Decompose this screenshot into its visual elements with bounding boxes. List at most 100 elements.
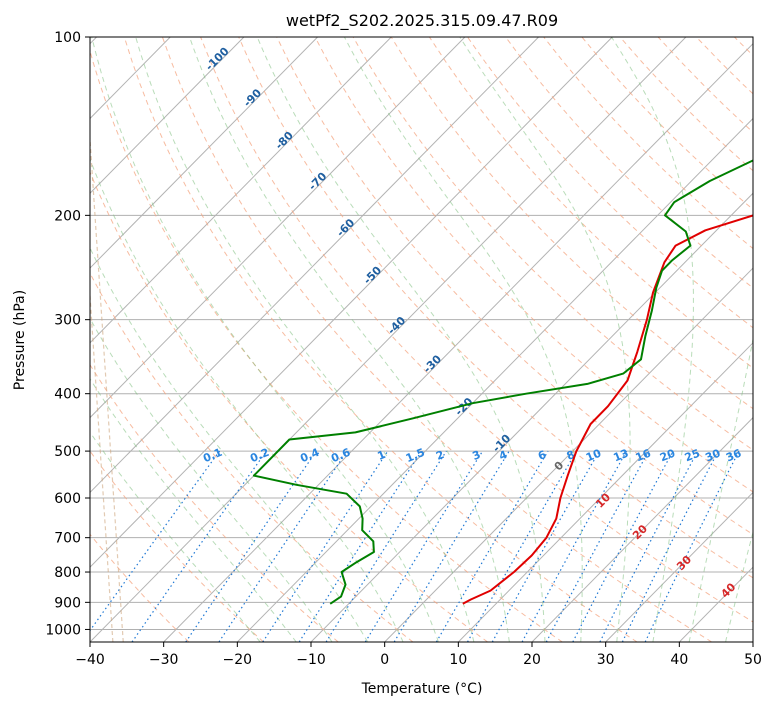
mixing-ratio-line [218, 450, 348, 642]
y-tick-label: 500 [54, 444, 81, 460]
isotherm-line [90, 37, 613, 568]
isotherm-label: -30 [421, 352, 444, 375]
mixing-ratio-label: 16 [634, 446, 653, 464]
isotherm-label: -80 [273, 129, 296, 152]
dry-adiabat-line [314, 37, 753, 493]
y-tick-label: 100 [54, 30, 81, 46]
mixing-ratio-line [599, 450, 699, 642]
dry-adiabat-line [352, 37, 753, 451]
moist-adiabat-line [90, 431, 261, 642]
isotherm-line [531, 416, 753, 642]
dry-adiabat-line [90, 49, 563, 642]
x-tick-label: 0 [380, 652, 389, 668]
mixing-ratio-line [298, 450, 423, 642]
isotherm-line [90, 37, 466, 419]
isotherm-label: -60 [334, 216, 357, 239]
mixing-ratio-label: 20 [658, 446, 677, 464]
y-tick-label: 900 [54, 595, 81, 611]
x-tick-label: 50 [744, 652, 762, 668]
mixing-ratio-line [521, 450, 628, 642]
moist-adiabat-label: 10 [593, 490, 613, 510]
isotherm-line [678, 566, 753, 642]
isotherm-line [457, 342, 753, 642]
dry-adiabat-line [734, 37, 753, 57]
mixing-ratio-label: 36 [724, 446, 743, 464]
mixing-ratio-line [393, 450, 510, 642]
x-tick-label: 20 [523, 652, 541, 668]
x-tick-label: 40 [670, 652, 688, 668]
dry-adiabat-line [428, 37, 753, 369]
x-tick-label: −30 [149, 652, 179, 668]
mixing-ratio-label: 10 [584, 446, 603, 464]
dry-adiabat-line [200, 37, 753, 623]
moist-adiabat-line [91, 37, 439, 642]
mixing-ratio-line [491, 450, 600, 642]
moist-adiabat-line [256, 37, 546, 642]
isotherm-line [236, 117, 753, 642]
y-tick-label: 800 [54, 565, 81, 581]
dry-adiabat-line [161, 37, 712, 642]
mixing-ratio-line [262, 450, 389, 642]
mixing-ratio-label: 30 [703, 446, 722, 464]
mixing-ratio-line [131, 450, 267, 642]
isotherm-line [90, 37, 392, 344]
chart-title: wetPf2_S202.2025.315.09.47.R09 [286, 11, 558, 31]
mixing-ratio-label: 0.4 [298, 446, 321, 465]
moist-adiabat-line [90, 157, 404, 642]
dry-adiabat-line [123, 37, 638, 642]
isotherm-line [605, 491, 753, 642]
plot-frame [89, 36, 754, 643]
x-tick-label: −10 [296, 652, 326, 668]
isotherm-line [163, 42, 753, 642]
moist-adiabat-line [90, 377, 297, 642]
mixing-ratio-label: 1 [375, 448, 387, 463]
moist-adiabat-line [90, 317, 333, 642]
mixing-ratio-label: 3 [470, 448, 482, 463]
mixing-ratio-label: 2 [434, 448, 446, 463]
mixing-ratio-line [325, 450, 447, 642]
x-tick-label: −40 [75, 652, 105, 668]
moist-adiabat-line [611, 37, 694, 642]
temperature-profile-line [462, 214, 753, 605]
moist-adiabat-line [90, 246, 369, 642]
mixing-ratio-line [621, 450, 719, 642]
y-tick-label: 400 [54, 387, 81, 403]
dry-adiabat-line [581, 37, 753, 211]
dry-adiabat-line [90, 272, 414, 642]
dry-adiabat-line [90, 533, 190, 642]
x-tick-label: −20 [223, 652, 253, 668]
moist-adiabat-line [688, 336, 753, 642]
mixing-ratio-label: 8 [565, 448, 577, 463]
isotherm-line [90, 37, 539, 494]
mixing-ratio-line [644, 450, 740, 642]
isotherm-line [384, 267, 753, 642]
isotherm-label: -70 [306, 170, 329, 193]
moist-adiabat-line [459, 37, 631, 642]
y-tick-label: 700 [54, 531, 81, 547]
isotherm-label: -50 [361, 264, 384, 287]
mixing-ratio-line [364, 450, 484, 642]
y-tick-label: 600 [54, 491, 81, 507]
moist-adiabat-line [725, 530, 753, 642]
isotherm-label: -40 [385, 314, 408, 337]
mixing-ratio-line [545, 450, 650, 642]
isotherm-line [752, 641, 753, 642]
dry-adiabat-line [619, 37, 753, 172]
mixing-ratio-label: 4 [497, 448, 509, 463]
mixing-ratio-label: 1.5 [404, 446, 427, 465]
x-tick-label: 10 [449, 652, 467, 668]
isotherm-label: -90 [241, 86, 264, 109]
isotherm-label: -100 [203, 44, 232, 73]
moist-adiabat-line [343, 37, 583, 642]
dry-adiabat-line [467, 37, 753, 329]
dry-adiabat-line [90, 450, 264, 642]
x-axis-label: Temperature (°C) [361, 681, 483, 697]
mixing-ratio-line [185, 450, 317, 642]
dry-adiabat-line [657, 37, 753, 133]
dry-adiabat-line [276, 37, 753, 536]
mixing-ratio-label: 0.6 [329, 446, 352, 465]
x-tick-label: 30 [597, 652, 615, 668]
isotherm-line [310, 192, 753, 642]
dry-adiabat-line [543, 37, 753, 250]
